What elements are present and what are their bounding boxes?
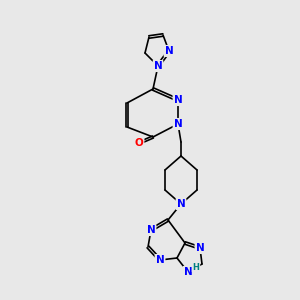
Text: N: N bbox=[184, 267, 192, 277]
Text: O: O bbox=[135, 138, 143, 148]
Text: H: H bbox=[193, 262, 200, 272]
Text: N: N bbox=[196, 243, 204, 253]
Text: N: N bbox=[156, 255, 164, 265]
Text: N: N bbox=[177, 199, 185, 209]
Text: N: N bbox=[174, 119, 182, 129]
Text: N: N bbox=[154, 61, 162, 71]
Text: N: N bbox=[147, 225, 155, 235]
Text: N: N bbox=[174, 95, 182, 105]
Text: N: N bbox=[165, 46, 173, 56]
